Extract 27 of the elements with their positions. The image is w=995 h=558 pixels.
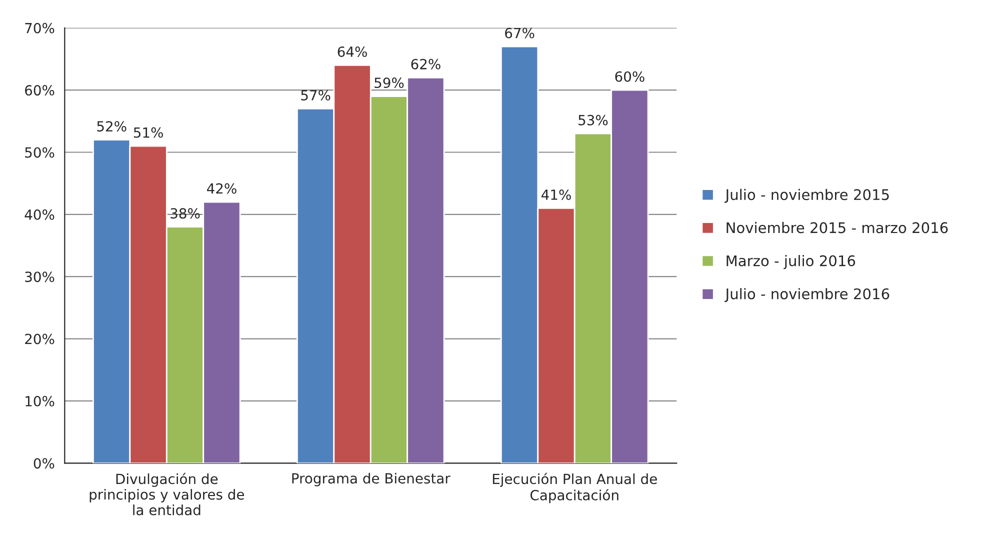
data-label: 53% <box>578 114 608 126</box>
y-tick-label: 30% <box>25 272 54 282</box>
legend-label: Marzo - julio 2016 <box>726 255 856 270</box>
y-tick-label: 50% <box>25 147 54 158</box>
data-label: 60% <box>615 71 644 82</box>
y-tick-label: 10% <box>26 396 54 406</box>
y-tick-label: 40% <box>24 209 54 220</box>
data-label: 62% <box>411 58 440 70</box>
x-tick-label: Divulgación de principios y valores de la entidad <box>90 472 244 516</box>
data-label: 41% <box>542 189 571 200</box>
data-label: 51% <box>134 127 163 138</box>
y-tick-label: 0% <box>34 458 54 469</box>
y-tick-label: 60% <box>25 85 54 96</box>
legend-label: Julio - noviembre 2015 <box>724 188 889 203</box>
data-label: 67% <box>505 28 534 38</box>
y-tick-label: 70% <box>25 22 54 34</box>
data-label: 42% <box>206 183 236 194</box>
legend-label: Julio - noviembre 2016 <box>724 288 890 302</box>
data-label: 52% <box>97 121 126 132</box>
data-label: 38% <box>170 208 200 219</box>
data-label: 64% <box>338 46 367 57</box>
data-label: 57% <box>301 90 330 100</box>
x-tick-label: Ejecución Plan Anual de Capacitación <box>492 472 657 504</box>
data-label: 59% <box>374 78 404 88</box>
legend-label: Noviembre 2015 - marzo 2016 <box>726 222 948 234</box>
y-tick-label: 20% <box>25 334 54 344</box>
x-tick-label: Programa de Bienestar <box>292 472 450 486</box>
